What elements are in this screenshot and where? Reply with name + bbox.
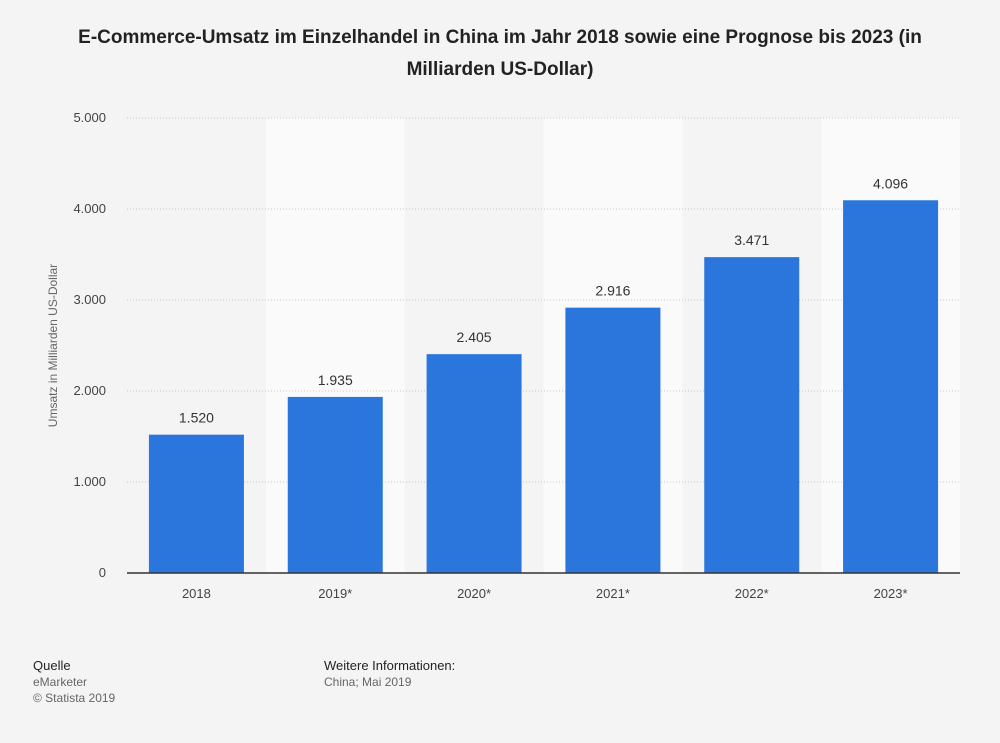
bar-value-label: 1.520 <box>179 410 214 426</box>
bar <box>148 434 244 573</box>
x-tick-label: 2020* <box>457 586 491 601</box>
y-tick-label: 0 <box>99 565 106 580</box>
source-heading: Quelle <box>33 658 71 673</box>
y-tick-label: 2.000 <box>73 383 106 398</box>
y-axis-label: Umsatz in Milliarden US-Dollar <box>46 264 60 427</box>
bar-value-label: 3.471 <box>734 232 769 248</box>
y-tick-label: 5.000 <box>73 110 106 125</box>
info-text: China; Mai 2019 <box>324 675 412 689</box>
bar <box>287 396 383 573</box>
copyright-text[interactable]: © Statista 2019 <box>33 691 116 705</box>
y-tick-label: 3.000 <box>73 292 106 307</box>
bar-value-label: 4.096 <box>873 175 908 191</box>
info-heading: Weitere Informationen: <box>324 658 456 673</box>
bar-value-label: 2.916 <box>595 283 630 299</box>
bar <box>843 200 939 573</box>
source-name[interactable]: eMarketer <box>33 675 88 689</box>
x-tick-label: 2021* <box>596 586 630 601</box>
y-tick-label: 4.000 <box>73 201 106 216</box>
bar-value-label: 1.935 <box>318 372 353 388</box>
y-tick-label: 1.000 <box>73 474 106 489</box>
bar <box>426 354 522 573</box>
info-block: Weitere Informationen: China; Mai 2019 <box>324 658 455 690</box>
x-tick-label: 2019* <box>318 586 352 601</box>
x-tick-label: 2018 <box>182 586 211 601</box>
bar-value-label: 2.405 <box>457 329 492 345</box>
bar <box>565 307 661 573</box>
x-tick-label: 2023* <box>874 586 908 601</box>
chart-title: E-Commerce-Umsatz im Einzelhandel in Chi… <box>78 27 922 80</box>
source-block: Quelle eMarketer © Statista 2019 <box>33 658 115 706</box>
bar <box>704 257 800 573</box>
x-tick-label: 2022* <box>735 586 769 601</box>
